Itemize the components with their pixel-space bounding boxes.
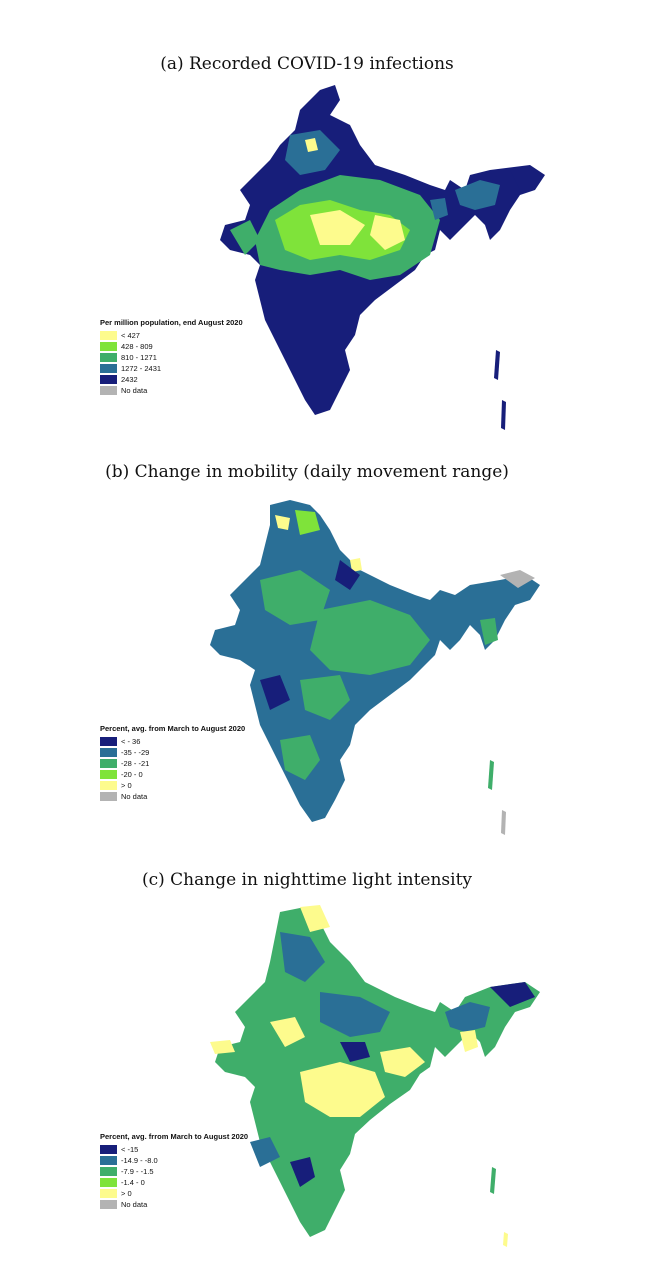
map-a <box>220 85 545 430</box>
legend-c-label: < -15 <box>121 1145 139 1154</box>
legend-swatch <box>100 781 117 790</box>
legend-c-label: No data <box>121 1200 148 1209</box>
panel-c-title: (c) Change in nighttime light intensity <box>141 870 473 890</box>
legend-b-row: > 0 <box>100 780 245 791</box>
legend-a-label: No data <box>121 386 148 395</box>
legend-b: Percent, avg. from March to August 2020 … <box>100 724 245 802</box>
legend-c-label: -14.9 - -8.0 <box>121 1156 158 1165</box>
map-b <box>210 500 540 835</box>
panel-a-title: (a) Recorded COVID-19 infections <box>160 54 454 74</box>
map-a-base <box>220 85 545 415</box>
legend-c-row: < -15 <box>100 1144 248 1155</box>
legend-c-row: > 0 <box>100 1188 248 1199</box>
legend-a-row: 428 - 809 <box>100 341 243 352</box>
legend-swatch <box>100 331 117 340</box>
legend-c-row: No data <box>100 1199 248 1210</box>
legend-c-label: > 0 <box>121 1189 132 1198</box>
legend-c-row: -7.9 - -1.5 <box>100 1166 248 1177</box>
legend-c: Percent, avg. frrom March to August 2020… <box>100 1132 248 1210</box>
legend-a-row: No data <box>100 385 243 396</box>
legend-b-row: -20 - 0 <box>100 769 245 780</box>
legend-a-label: 810 - 1271 <box>121 353 157 362</box>
legend-c-title: Percent, avg. frrom March to August 2020 <box>100 1132 249 1141</box>
legend-a-label: < 427 <box>121 331 140 340</box>
legend-a-row: 810 - 1271 <box>100 352 243 363</box>
panel-b: (b) Change in mobility (daily movement r… <box>0 430 654 850</box>
legend-swatch <box>100 748 117 757</box>
panel-a: (a) Recorded COVID-19 infections Per mil… <box>0 0 654 430</box>
legend-swatch <box>100 1156 117 1165</box>
legend-c-row: -1.4 - 0 <box>100 1177 248 1188</box>
legend-b-label: > 0 <box>121 781 132 790</box>
legend-a-row: < 427 <box>100 330 243 341</box>
legend-b-row: -35 - -29 <box>100 747 245 758</box>
map-c <box>210 905 540 1247</box>
panel-b-title: (b) Change in mobility (daily movement r… <box>105 462 509 482</box>
map-b-base <box>210 500 540 822</box>
legend-swatch <box>100 1178 117 1187</box>
legend-swatch <box>100 364 117 373</box>
legend-swatch <box>100 386 117 395</box>
legend-a-row: 1272 - 2431 <box>100 363 243 374</box>
legend-swatch <box>100 353 117 362</box>
legend-a-label: 1272 - 2431 <box>121 364 162 373</box>
legend-b-row: < - 36 <box>100 736 245 747</box>
legend-a-label: 428 - 809 <box>121 342 153 351</box>
legend-c-label: -7.9 - -1.5 <box>121 1167 154 1176</box>
islands-b <box>488 760 506 835</box>
legend-a: Per million population, end August 2020 … <box>100 318 243 396</box>
legend-swatch <box>100 759 117 768</box>
legend-swatch <box>100 737 117 746</box>
islands-c <box>490 1167 508 1247</box>
legend-c-row: -14.9 - -8.0 <box>100 1155 248 1166</box>
legend-swatch <box>100 375 117 384</box>
legend-b-row: No data <box>100 791 245 802</box>
islands-a <box>494 350 506 430</box>
legend-b-label: No data <box>121 792 148 801</box>
legend-b-row: -28 - -21 <box>100 758 245 769</box>
legend-swatch <box>100 1167 117 1176</box>
legend-a-row: 2432 <box>100 374 243 385</box>
legend-swatch <box>100 1189 117 1198</box>
legend-b-title: Percent, avg. from March to August 2020 <box>100 724 246 733</box>
legend-swatch <box>100 1200 117 1209</box>
legend-swatch <box>100 770 117 779</box>
legend-b-label: < - 36 <box>121 737 141 746</box>
legend-b-label: -35 - -29 <box>121 748 150 757</box>
legend-c-label: -1.4 - 0 <box>121 1178 145 1187</box>
legend-swatch <box>100 792 117 801</box>
legend-swatch <box>100 1145 117 1154</box>
map-c-base <box>210 905 540 1237</box>
legend-b-label: -20 - 0 <box>121 770 143 779</box>
panel-c: (c) Change in nighttime light intensity … <box>0 850 654 1264</box>
legend-b-label: -28 - -21 <box>121 759 150 768</box>
legend-a-label: 2432 <box>121 375 138 384</box>
legend-swatch <box>100 342 117 351</box>
legend-a-title: Per million population, end August 2020 <box>100 318 243 327</box>
